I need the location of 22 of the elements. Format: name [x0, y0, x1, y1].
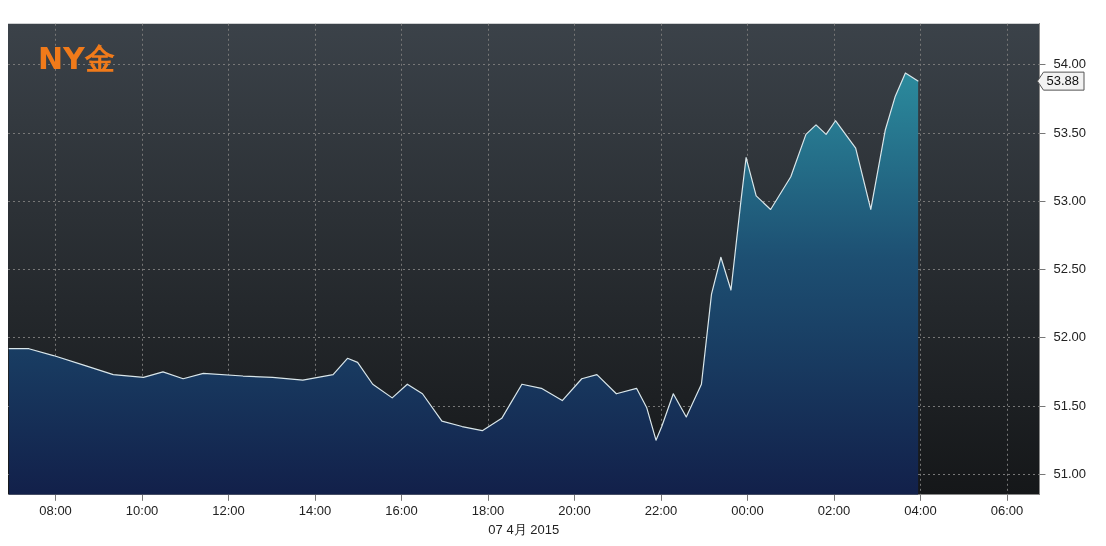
- x-tick-label: 08:00: [39, 503, 72, 519]
- x-tick-label: 18:00: [471, 503, 505, 519]
- y-tick-label: 53.00: [1053, 192, 1087, 208]
- y-tick-label: 51.50: [1053, 397, 1087, 413]
- x-tick-label: 12:00: [212, 503, 245, 519]
- y-tick-label: 51.00: [1053, 465, 1087, 481]
- x-axis-title: 07 4月 2015: [488, 521, 560, 537]
- x-tick-label: 16:00: [385, 503, 418, 519]
- y-tick-label: 53.50: [1053, 124, 1087, 140]
- x-tick-label: 00:00: [731, 503, 764, 519]
- y-tick-label: 52.50: [1053, 261, 1087, 277]
- text: NY金: [38, 40, 115, 76]
- y-tick-label: 52.00: [1053, 329, 1087, 345]
- text: 53.88: [1046, 72, 1080, 88]
- x-tick-label: 10:00: [125, 503, 159, 519]
- x-tick-label: 02:00: [817, 503, 851, 519]
- x-tick-label: 22:00: [644, 503, 678, 519]
- x-tick-label: 14:00: [298, 503, 332, 519]
- x-tick-label: 04:00: [904, 503, 937, 519]
- y-tick-label: 54.00: [1053, 56, 1087, 72]
- x-tick-label: 06:00: [990, 503, 1024, 519]
- x-tick-label: 20:00: [558, 503, 591, 519]
